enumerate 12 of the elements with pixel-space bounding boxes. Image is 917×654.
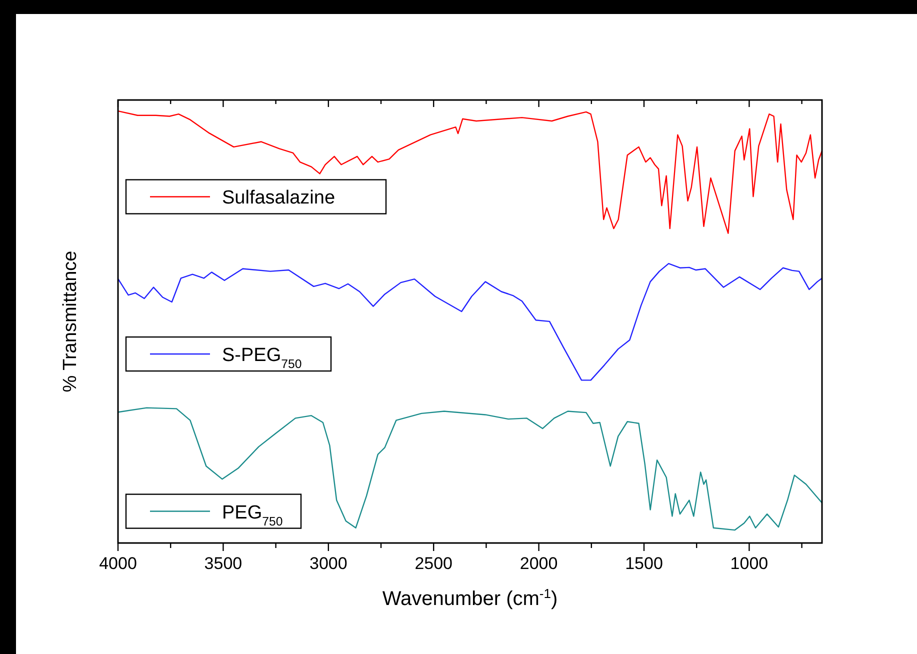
x-tick-label: 2500 (414, 554, 453, 573)
x-axis-title: Wavenumber (cm$^{-1}$) (382, 586, 558, 610)
x-tick-label: 2000 (520, 554, 558, 573)
legend-label: S-PEG$_{750}$ (222, 345, 302, 372)
x-tick-label: 1000 (730, 554, 768, 573)
y-axis-title: % Transmittance (60, 250, 81, 392)
x-tick-label: 4000 (99, 554, 137, 573)
legend-label: Sulfasalazine (222, 188, 336, 209)
x-tick-label: 3500 (204, 554, 242, 573)
legend-label: PEG$_{750}$ (222, 502, 283, 528)
x-tick-label: 3000 (309, 554, 348, 573)
x-tick-label: 1500 (625, 554, 663, 573)
